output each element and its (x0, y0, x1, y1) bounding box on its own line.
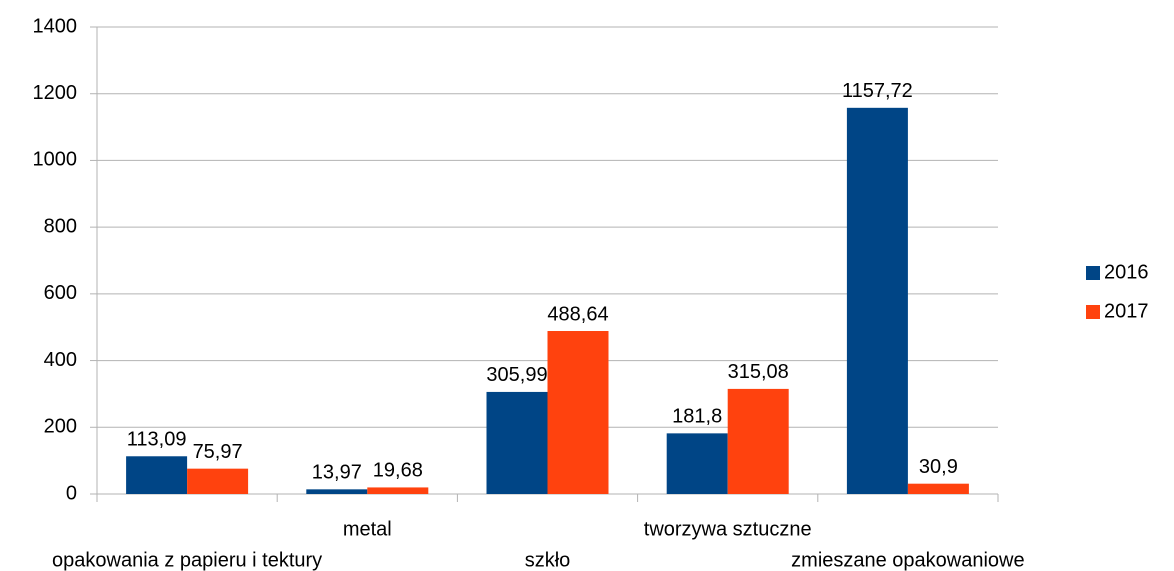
y-tick-label: 200 (44, 416, 77, 438)
bar (547, 331, 609, 494)
data-label: 488,64 (547, 303, 608, 325)
data-label: 305,99 (486, 364, 547, 386)
y-tick-label: 1200 (33, 82, 78, 104)
x-tick-label: tworzywa sztuczne (644, 518, 812, 540)
y-tick-label: 800 (44, 215, 77, 237)
x-tick-label: zmieszane opakowaniowe (791, 549, 1024, 571)
legend-label: 2017 (1104, 300, 1149, 322)
x-tick-label: opakowania z papieru i tektury (52, 549, 322, 571)
bar (846, 107, 908, 494)
x-tick-label: metal (343, 518, 392, 540)
x-tick-label: szkło (525, 549, 571, 571)
legend-label: 2016 (1104, 261, 1149, 283)
y-tick-label: 1000 (33, 149, 78, 171)
data-label: 113,09 (127, 429, 187, 451)
bar (727, 388, 789, 494)
bar (907, 483, 969, 494)
bar (666, 433, 728, 494)
y-tick-label: 0 (66, 482, 77, 504)
data-label: 75,97 (193, 441, 243, 463)
legend-swatch (1086, 305, 1100, 319)
y-tick-label: 600 (44, 282, 77, 304)
bar (306, 489, 368, 494)
bar (126, 456, 188, 494)
bar (187, 468, 249, 494)
y-tick-label: 1400 (33, 15, 78, 37)
data-label: 181,8 (672, 406, 722, 428)
y-tick-label: 400 (44, 349, 77, 371)
data-label: 13,97 (312, 462, 362, 484)
data-label: 315,08 (728, 361, 789, 383)
data-label: 30,9 (919, 456, 958, 478)
bar (486, 391, 548, 494)
data-label: 19,68 (373, 460, 423, 482)
legend-swatch (1086, 266, 1100, 280)
bar (367, 487, 429, 494)
data-label: 1157,72 (842, 80, 913, 102)
